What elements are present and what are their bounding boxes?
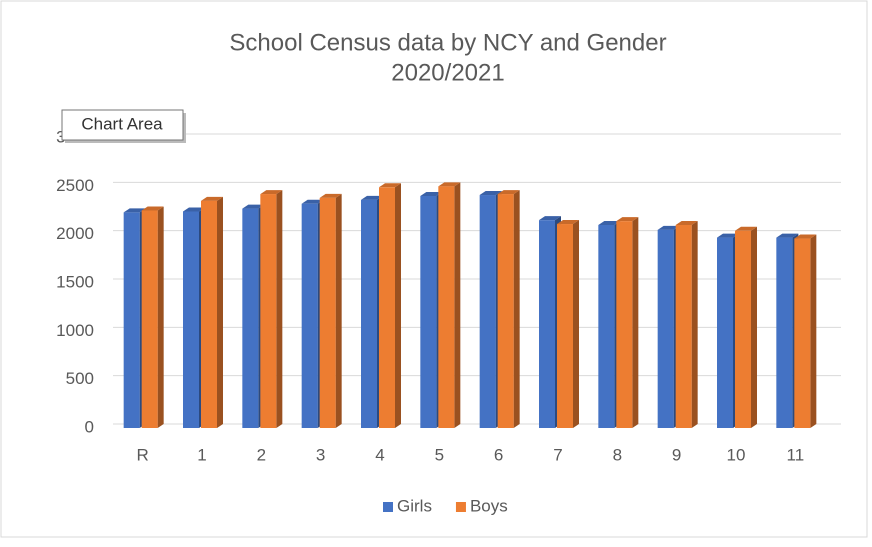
bar [776,237,793,428]
bar-top [497,190,520,195]
x-tick-label: 9 [672,445,681,464]
bar [201,200,217,428]
y-tick-label: 0 [85,417,94,436]
bar-side [751,226,757,428]
bar-top [141,206,164,211]
bar-top [794,234,817,239]
bar-top [675,221,698,225]
bar [794,238,811,428]
bar-top [539,216,561,221]
bar [319,197,336,428]
x-tick-label: 3 [316,445,325,464]
bar-side [335,193,342,428]
x-tick-label: 6 [494,445,503,464]
x-tick-label: 2 [257,445,266,464]
x-tick-label: 5 [435,445,444,464]
x-tick-label: 7 [553,445,562,464]
bar [141,210,158,428]
bar-side [573,220,579,428]
bar-top [717,233,739,238]
bar-top [557,220,579,225]
chart-title: School Census data by NCY and Gender [229,29,666,56]
y-tick-label: 1500 [56,272,94,291]
tooltip-text: Chart Area [81,114,163,133]
bar-top [420,192,443,196]
bar-top [735,226,757,231]
bar [260,194,277,428]
x-tick-label: 8 [613,445,622,464]
bar-side [276,190,283,428]
bar-side [395,183,401,428]
bar [479,195,496,428]
bar-top [183,207,205,212]
bar [301,203,318,428]
x-tick-label: 10 [727,445,746,464]
bar [616,221,633,428]
legend-swatch [383,502,393,512]
legend-label: Boys [470,496,508,515]
bar [539,220,555,428]
bar-top [438,182,461,187]
chart-subtitle: 2020/2021 [391,59,504,86]
bar-side [513,190,520,428]
bar-side [454,182,461,428]
bar [675,225,692,428]
bar [361,199,377,428]
bar-side [157,206,164,428]
bar-side [810,234,817,428]
tooltip [61,109,184,141]
bar-top [616,217,639,222]
bar [420,196,437,428]
bar [123,212,140,428]
bar-top [361,195,383,200]
bar-side [632,217,639,428]
bar-top [260,190,283,195]
bar-top [598,221,621,225]
bar [735,230,751,428]
bar-side [691,221,698,428]
bar-top [776,233,799,238]
bar-top [123,208,146,213]
bar-top [201,196,223,201]
bar [379,187,395,428]
bar-top [479,191,502,196]
y-tick-label: 2500 [56,176,94,195]
bar-top [242,204,265,209]
bar [183,211,199,428]
bar [557,224,573,428]
x-tick-label: 11 [787,445,805,464]
y-tick-label: 500 [66,369,94,388]
x-tick-label: 4 [375,445,384,464]
bar [717,237,733,428]
bar-top [301,199,324,204]
bar-top [319,193,342,198]
y-tick-label: 2000 [56,224,94,243]
x-tick-label: 1 [197,445,206,464]
bar [657,229,674,428]
bar [598,225,615,428]
legend-label: Girls [397,496,432,515]
x-tick-label: R [137,445,149,464]
bar-side [217,196,223,428]
legend-swatch [455,502,466,512]
bar [497,194,514,428]
bar-top [657,225,680,230]
bar [242,208,259,428]
bar-top [379,183,401,188]
y-tick-label: 1000 [56,321,94,340]
bar [438,186,455,428]
